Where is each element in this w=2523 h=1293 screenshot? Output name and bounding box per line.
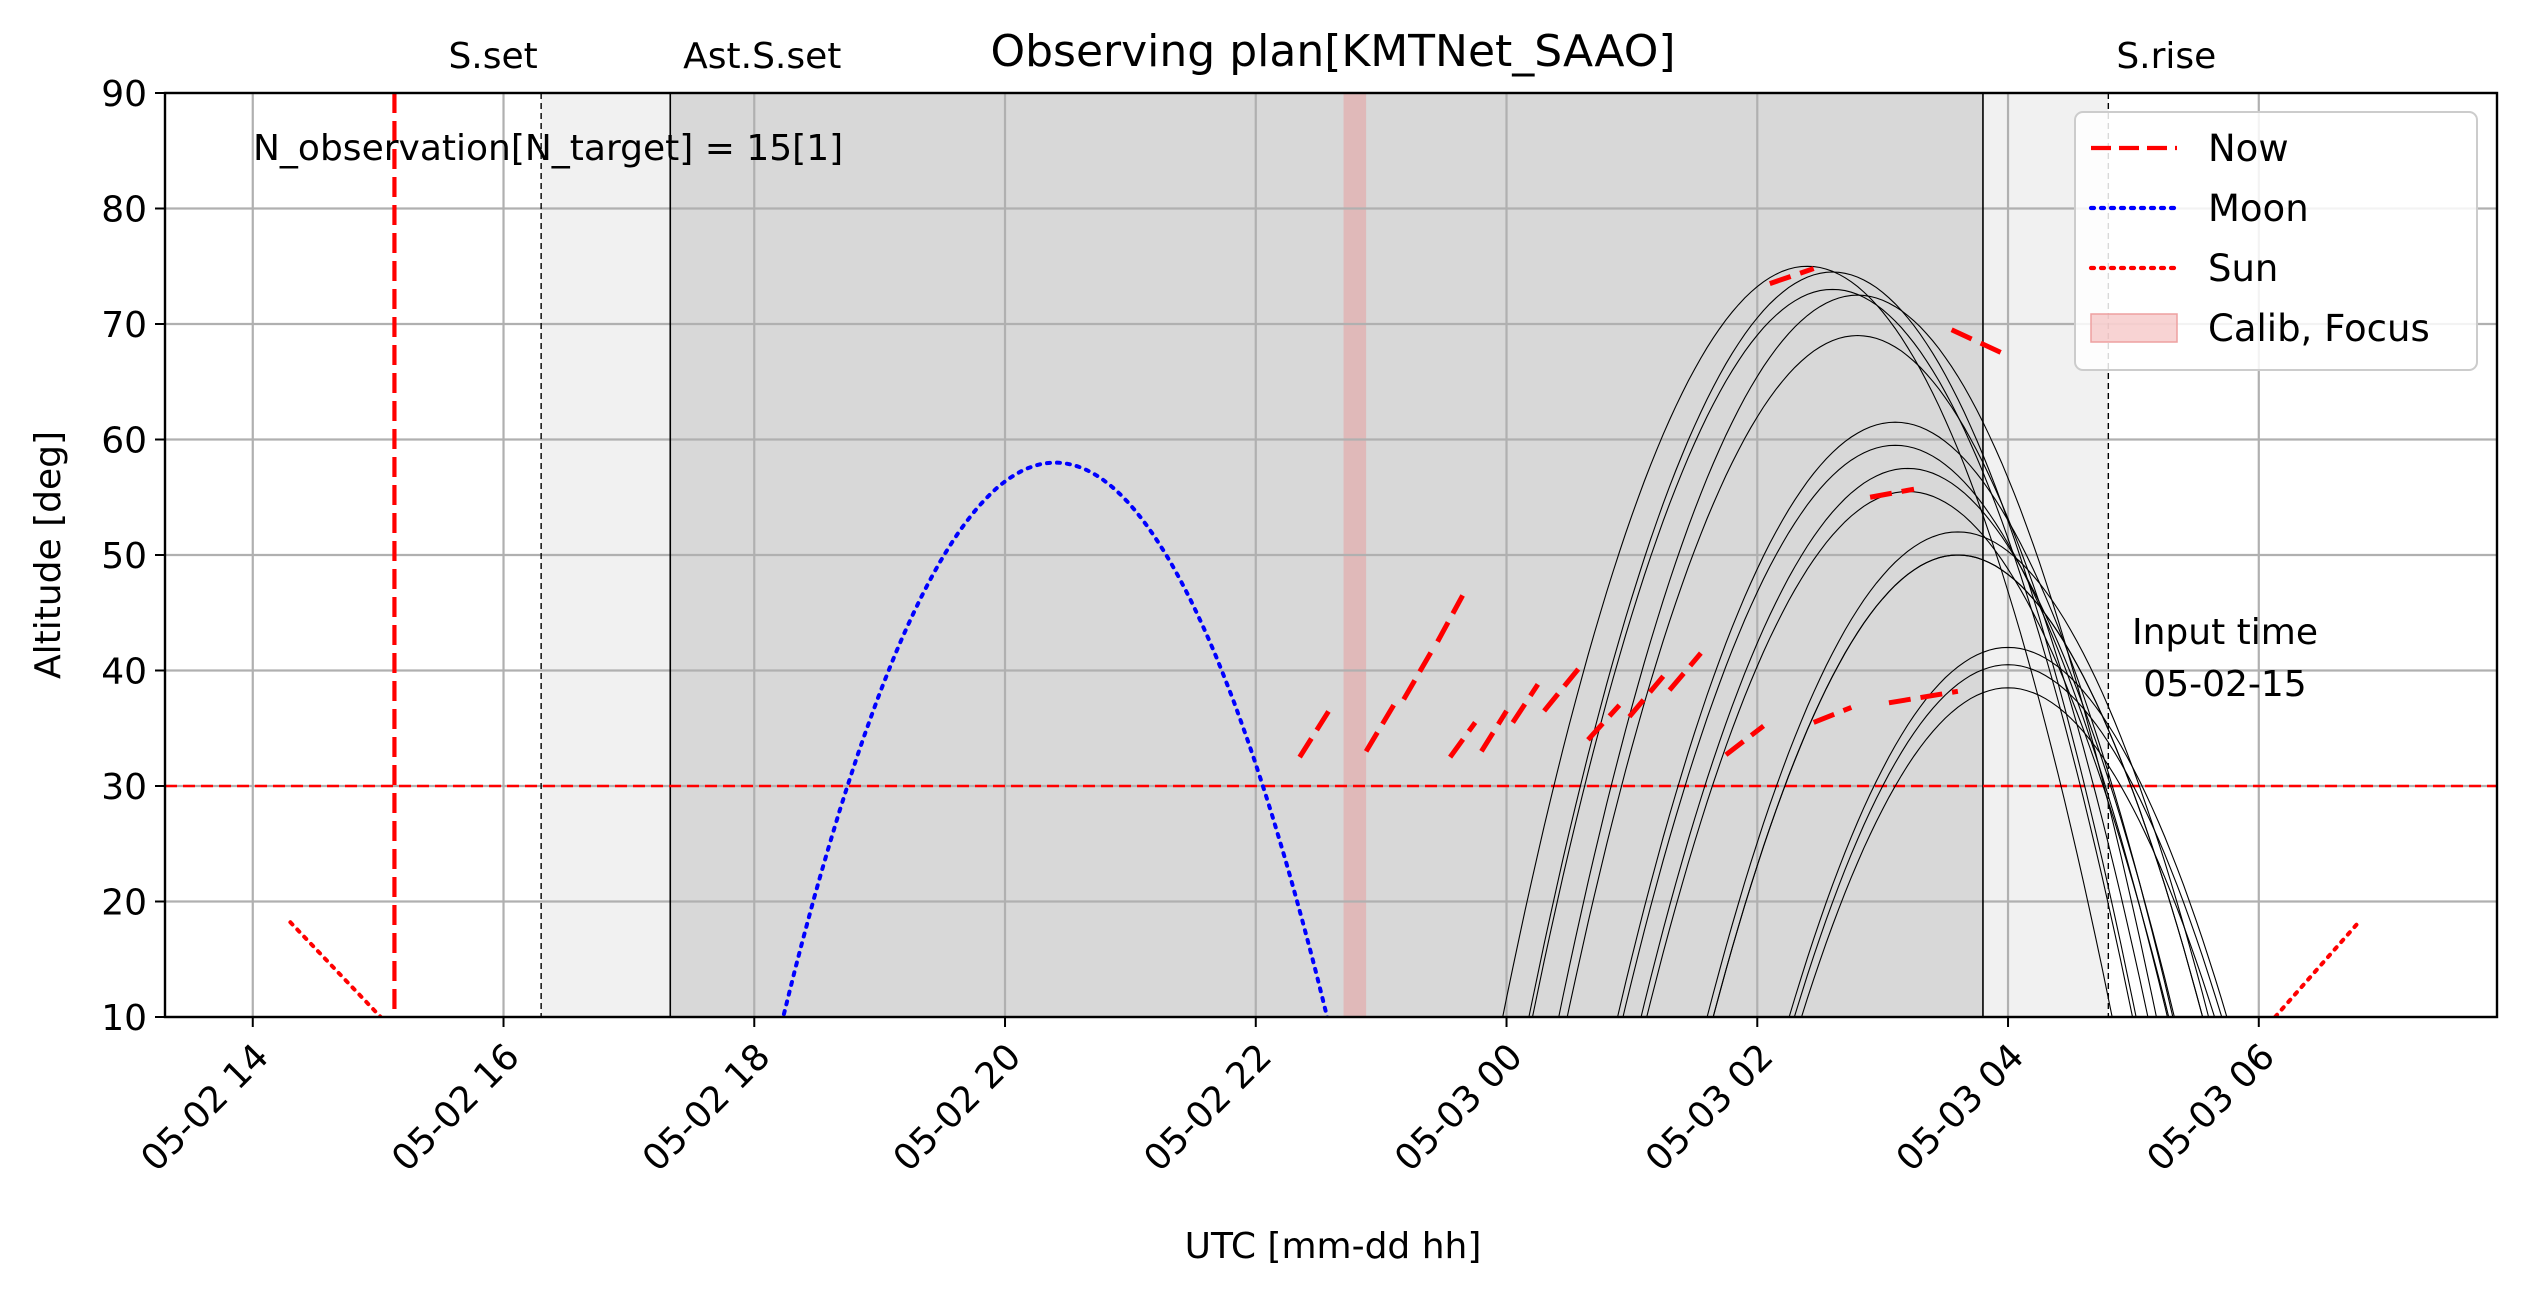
x-axis-label: UTC [mm-dd hh] xyxy=(1185,1226,1482,1267)
y-tick-label: 50 xyxy=(101,536,147,577)
target-track-1 xyxy=(1502,265,2113,1017)
observation-segment-6 xyxy=(1479,709,1509,753)
y-tick-label: 40 xyxy=(101,652,147,693)
target-track-9 xyxy=(1646,490,2170,1017)
y-tick-label: 10 xyxy=(101,998,147,1039)
observation-segment-12 xyxy=(1724,723,1766,757)
x-tick-label: 05-02 18 xyxy=(635,1036,778,1179)
target-track-12 xyxy=(1712,554,2204,1017)
x-tick-label: 05-02 16 xyxy=(384,1036,527,1179)
observation-segment-14 xyxy=(1888,688,1959,706)
x-tick-label: 05-02 22 xyxy=(1137,1036,1280,1179)
target-track-14 xyxy=(1793,664,2223,1017)
target-track-2 xyxy=(1528,271,2137,1017)
target-track-4 xyxy=(1558,294,2157,1017)
y-tick-label: 70 xyxy=(101,305,147,346)
observation-segment-10 xyxy=(1627,674,1666,719)
observation-segment-11 xyxy=(1667,651,1703,692)
plot-series xyxy=(288,265,2359,1017)
legend-label: Sun xyxy=(2208,247,2278,290)
target-track-3 xyxy=(1531,288,2134,1017)
x-tick-label: 05-02 14 xyxy=(134,1036,277,1179)
observation-segment-2 xyxy=(1363,703,1396,753)
legend-box xyxy=(2074,111,2478,371)
target-track-15 xyxy=(1800,687,2216,1017)
observation-count-annotation: N_observation[N_target] = 15[1] xyxy=(253,128,843,169)
x-tick-label: 05-03 00 xyxy=(1387,1036,1530,1179)
y-axis-label: Altitude [deg] xyxy=(28,431,69,679)
chart-title: Observing plan[KMTNet_SAAO] xyxy=(990,26,1675,77)
observation-segment-9 xyxy=(1586,703,1622,742)
target-track-8 xyxy=(1640,467,2175,1017)
target-track-5 xyxy=(1566,334,2149,1017)
x-tick-label: 05-03 06 xyxy=(2140,1036,2283,1179)
observation-segment-8 xyxy=(1542,663,1584,713)
observation-segment-16 xyxy=(1869,486,1915,500)
observation-segment-3 xyxy=(1401,646,1436,701)
y-tick-label: 20 xyxy=(101,883,147,924)
legend-label: Moon xyxy=(2208,187,2309,230)
sun-track-2 xyxy=(2273,922,2359,1017)
event-label: S.set xyxy=(448,36,537,77)
observation-segment-4 xyxy=(1435,594,1465,643)
observation-segment-17 xyxy=(1950,327,2003,356)
observation-segment-13 xyxy=(1812,705,1853,725)
event-label: S.rise xyxy=(2116,36,2216,77)
x-tick-label: 05-03 02 xyxy=(1638,1036,1781,1179)
legend-label: Now xyxy=(2208,127,2289,170)
x-tick-label: 05-03 04 xyxy=(1889,1036,2032,1179)
legend-label: Calib, Focus xyxy=(2208,307,2430,350)
observation-segment-15 xyxy=(1769,266,1815,286)
observation-segment-5 xyxy=(1448,721,1478,759)
input-time-label: Input time xyxy=(2132,612,2318,653)
event-label: Ast.S.set xyxy=(683,36,841,77)
y-tick-label: 90 xyxy=(101,74,147,115)
y-tick-label: 60 xyxy=(101,421,147,462)
observation-segment-7 xyxy=(1510,682,1540,724)
x-tick-label: 05-02 20 xyxy=(886,1036,1029,1179)
y-tick-label: 30 xyxy=(101,767,147,808)
input-time-value: 05-02-15 xyxy=(2143,664,2306,705)
y-tick-label: 80 xyxy=(101,190,147,231)
target-track-13 xyxy=(1788,646,2228,1017)
legend-swatch-calib xyxy=(2090,313,2178,343)
sun-track-1 xyxy=(288,920,383,1017)
observation-segment-1 xyxy=(1297,706,1334,759)
